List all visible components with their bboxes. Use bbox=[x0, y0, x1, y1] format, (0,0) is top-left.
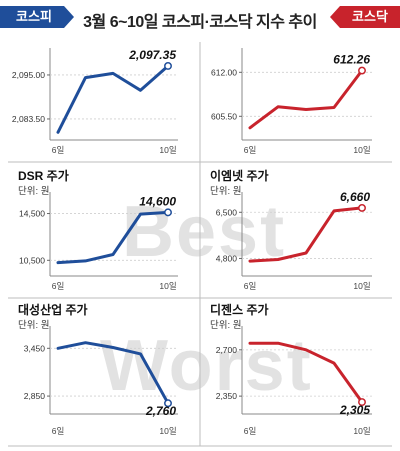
x-tick-label: 6일 bbox=[244, 426, 257, 436]
series-line bbox=[56, 64, 170, 134]
x-tick-label: 10일 bbox=[159, 426, 176, 436]
end-value-label: 6,660 bbox=[340, 190, 370, 204]
x-tick-label: 10일 bbox=[353, 426, 370, 436]
end-point-marker bbox=[358, 66, 366, 75]
end-point-marker bbox=[164, 399, 172, 408]
y-tick-label: 2,700 bbox=[216, 345, 238, 355]
chart-unit: 단위: 원 bbox=[210, 185, 242, 197]
end-point-marker bbox=[164, 62, 172, 70]
x-tick-label: 10일 bbox=[353, 281, 370, 291]
x-tick-label: 6일 bbox=[52, 145, 65, 155]
x-tick-label: 6일 bbox=[244, 281, 257, 291]
end-value-label: 2,097.35 bbox=[128, 48, 176, 62]
end-point-marker bbox=[358, 203, 366, 212]
x-tick-label: 6일 bbox=[52, 281, 65, 291]
y-tick-label: 3,450 bbox=[24, 343, 46, 353]
chart-unit: 단위: 원 bbox=[18, 185, 50, 197]
x-tick-label: 10일 bbox=[159, 281, 176, 291]
tab-kospi: 코스피 bbox=[0, 6, 74, 28]
end-value-label: 612.26 bbox=[333, 53, 370, 67]
y-tick-label: 605.50 bbox=[211, 111, 237, 121]
y-tick-label: 2,083.50 bbox=[12, 114, 45, 124]
y-tick-label: 10,500 bbox=[19, 255, 45, 265]
x-tick-label: 6일 bbox=[244, 145, 257, 155]
end-value-label: 2,305 bbox=[339, 403, 370, 417]
chart-title: 이엠넷 주가 bbox=[210, 168, 269, 183]
x-tick-label: 6일 bbox=[52, 426, 65, 436]
chart-title: 대성산업 주가 bbox=[18, 302, 88, 317]
y-tick-label: 612.00 bbox=[211, 67, 237, 77]
chart-title: 디젠스 주가 bbox=[210, 302, 269, 317]
end-value-label: 14,600 bbox=[139, 194, 176, 208]
series-line bbox=[56, 210, 170, 265]
y-tick-label: 2,850 bbox=[24, 391, 46, 401]
y-tick-label: 6,500 bbox=[216, 207, 238, 217]
series-line bbox=[56, 341, 170, 405]
y-tick-label: 14,500 bbox=[19, 209, 45, 219]
chart-unit: 단위: 원 bbox=[210, 319, 242, 331]
series-line bbox=[248, 69, 364, 130]
tab-kosdaq: 코스닥 bbox=[330, 6, 400, 28]
y-tick-label: 4,800 bbox=[216, 253, 238, 263]
page-title: 3월 6~10일 코스피·코스닥 지수 추이 bbox=[83, 14, 317, 31]
y-tick-label: 2,350 bbox=[216, 391, 238, 401]
end-point-marker bbox=[164, 208, 172, 217]
series-line bbox=[248, 206, 364, 263]
title-bar: 코스피 3월 6~10일 코스피·코스닥 지수 추이 코스닥 bbox=[0, 6, 400, 36]
y-tick-label: 2,095.00 bbox=[12, 70, 45, 80]
watermark-best: Best bbox=[122, 192, 287, 272]
x-tick-label: 10일 bbox=[353, 145, 370, 155]
end-point-marker bbox=[358, 398, 366, 407]
end-value-label: 2,760 bbox=[145, 404, 176, 418]
x-tick-label: 10일 bbox=[159, 145, 176, 155]
chart-title: DSR 주가 bbox=[18, 168, 69, 183]
chart-unit: 단위: 원 bbox=[18, 319, 50, 331]
series-line bbox=[248, 341, 364, 404]
